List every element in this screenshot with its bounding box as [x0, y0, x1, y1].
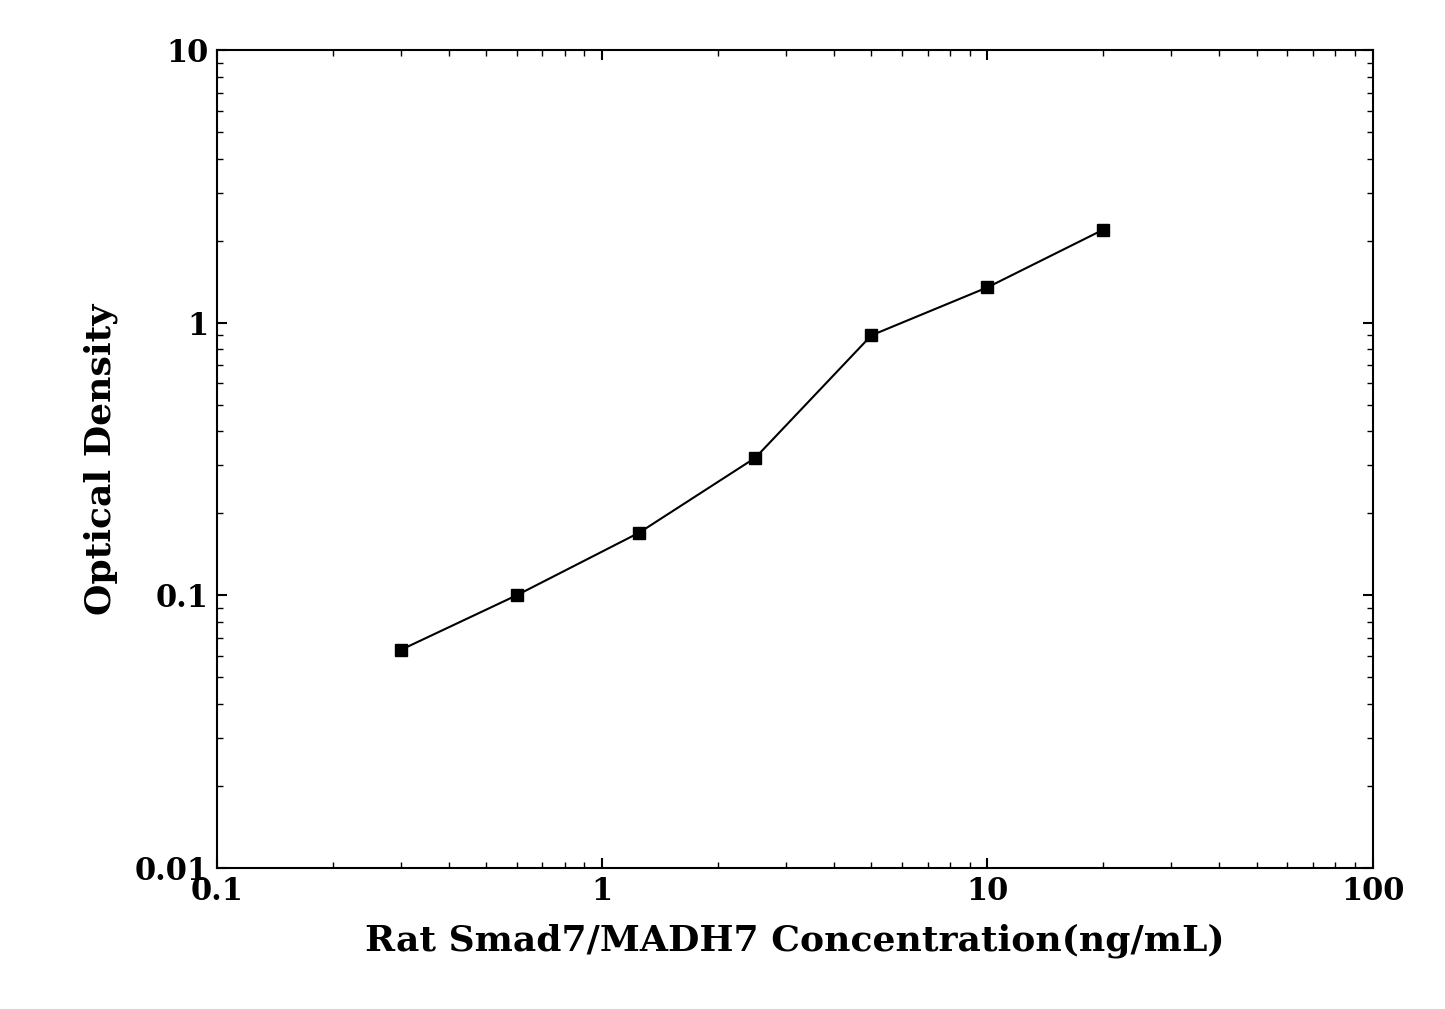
Y-axis label: Optical Density: Optical Density: [84, 304, 117, 614]
X-axis label: Rat Smad7/MADH7 Concentration(ng/mL): Rat Smad7/MADH7 Concentration(ng/mL): [366, 924, 1224, 959]
